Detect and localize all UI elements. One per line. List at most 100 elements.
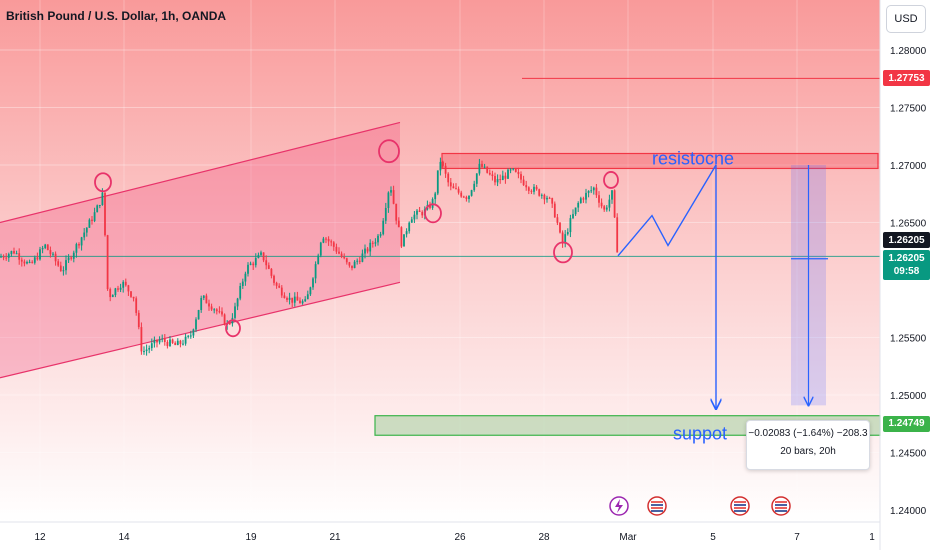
time-tick-label: 14 [118,532,130,543]
candle [530,189,533,195]
candle [187,334,190,339]
candle [262,252,265,263]
candle [397,217,400,228]
pivot-circle[interactable] [378,139,400,164]
candle [114,287,117,298]
us-flag-event-icon[interactable] [771,496,791,516]
candle [145,344,148,356]
candle [353,260,356,269]
candle [75,242,78,258]
candle [291,297,294,308]
candle [132,296,135,302]
candle [501,170,504,181]
candle [31,260,34,264]
projection-line[interactable] [617,164,717,257]
candle [286,296,288,303]
candle [104,192,106,237]
candle [234,302,236,320]
pivot-circles[interactable] [94,139,619,338]
candle [52,252,54,257]
candle [174,341,177,346]
resistance-label: resistocne [652,149,734,169]
candle [319,241,322,258]
candle [613,189,616,218]
candle [592,186,595,195]
pivot-circle[interactable] [603,171,619,189]
currency-button[interactable]: USD [886,5,926,33]
event-icons[interactable] [609,496,791,516]
channel-lower-line[interactable] [0,281,401,379]
candle [327,236,330,246]
candle [65,255,67,275]
us-flag-event-icon[interactable] [647,496,667,516]
support-label: suppot [673,423,727,443]
candle [93,207,96,223]
price-tick-label: 1.27500 [890,104,927,115]
candle [143,346,145,355]
price-tick-label: 1.26500 [890,219,927,230]
candle [413,211,416,223]
candle [44,243,47,250]
candle [475,173,478,187]
measure-tool[interactable] [791,165,828,405]
candle [330,239,333,247]
us-flag-event-icon[interactable] [730,496,750,516]
candle [551,197,554,208]
candle [88,218,91,228]
price-axis[interactable]: 1.28000 1.27500 1.27000 1.26500 1.25500 1.250… [890,46,927,517]
measure-bars: 20 bars, 20h [780,446,836,457]
projection-path[interactable] [617,164,717,409]
candle [184,333,187,346]
candle [538,188,541,197]
candle [249,261,252,266]
candle [358,256,361,265]
candle [561,230,564,248]
pivot-circle[interactable] [94,172,112,193]
candle [213,308,216,314]
candle [59,261,62,272]
candle [416,209,418,220]
time-axis[interactable]: 12 14 19 21 26 28 Mar 5 7 1 [34,532,875,543]
candle [195,317,197,333]
pivot-circle[interactable] [225,319,241,338]
candle [366,247,369,254]
candle [23,259,26,267]
measure-change: −0.02083 (−1.64%) −208.3 [748,428,868,439]
pivot-circle[interactable] [424,203,442,224]
candle [587,190,590,198]
candle [54,251,57,266]
candle [18,248,21,265]
candle [486,166,489,174]
time-tick-label: Mar [619,532,637,543]
flash-event-icon[interactable] [609,496,629,516]
candle [314,261,317,284]
candle [13,247,15,255]
candle [374,238,377,247]
candle [569,214,572,238]
candle [80,236,83,251]
price-tick-label: 1.24500 [890,449,927,460]
candle [494,172,496,186]
candle [345,257,348,265]
candle [15,250,18,255]
last-price-tag: 1.26205 [883,232,930,249]
candle [504,172,507,184]
candle [590,186,593,194]
candle [577,201,580,213]
channel-upper-line[interactable] [0,121,401,224]
candle [210,303,213,311]
candle [239,282,242,301]
pivot-circle[interactable] [553,241,573,264]
candle [137,310,140,330]
candle [189,330,192,339]
candle [436,170,439,196]
candle [218,306,221,314]
candle [418,206,421,213]
candle [148,345,151,354]
candle [2,254,5,261]
candle [340,251,343,259]
ascending-channel[interactable] [0,121,401,379]
candle [377,233,379,246]
resistance-zone[interactable] [441,152,879,170]
